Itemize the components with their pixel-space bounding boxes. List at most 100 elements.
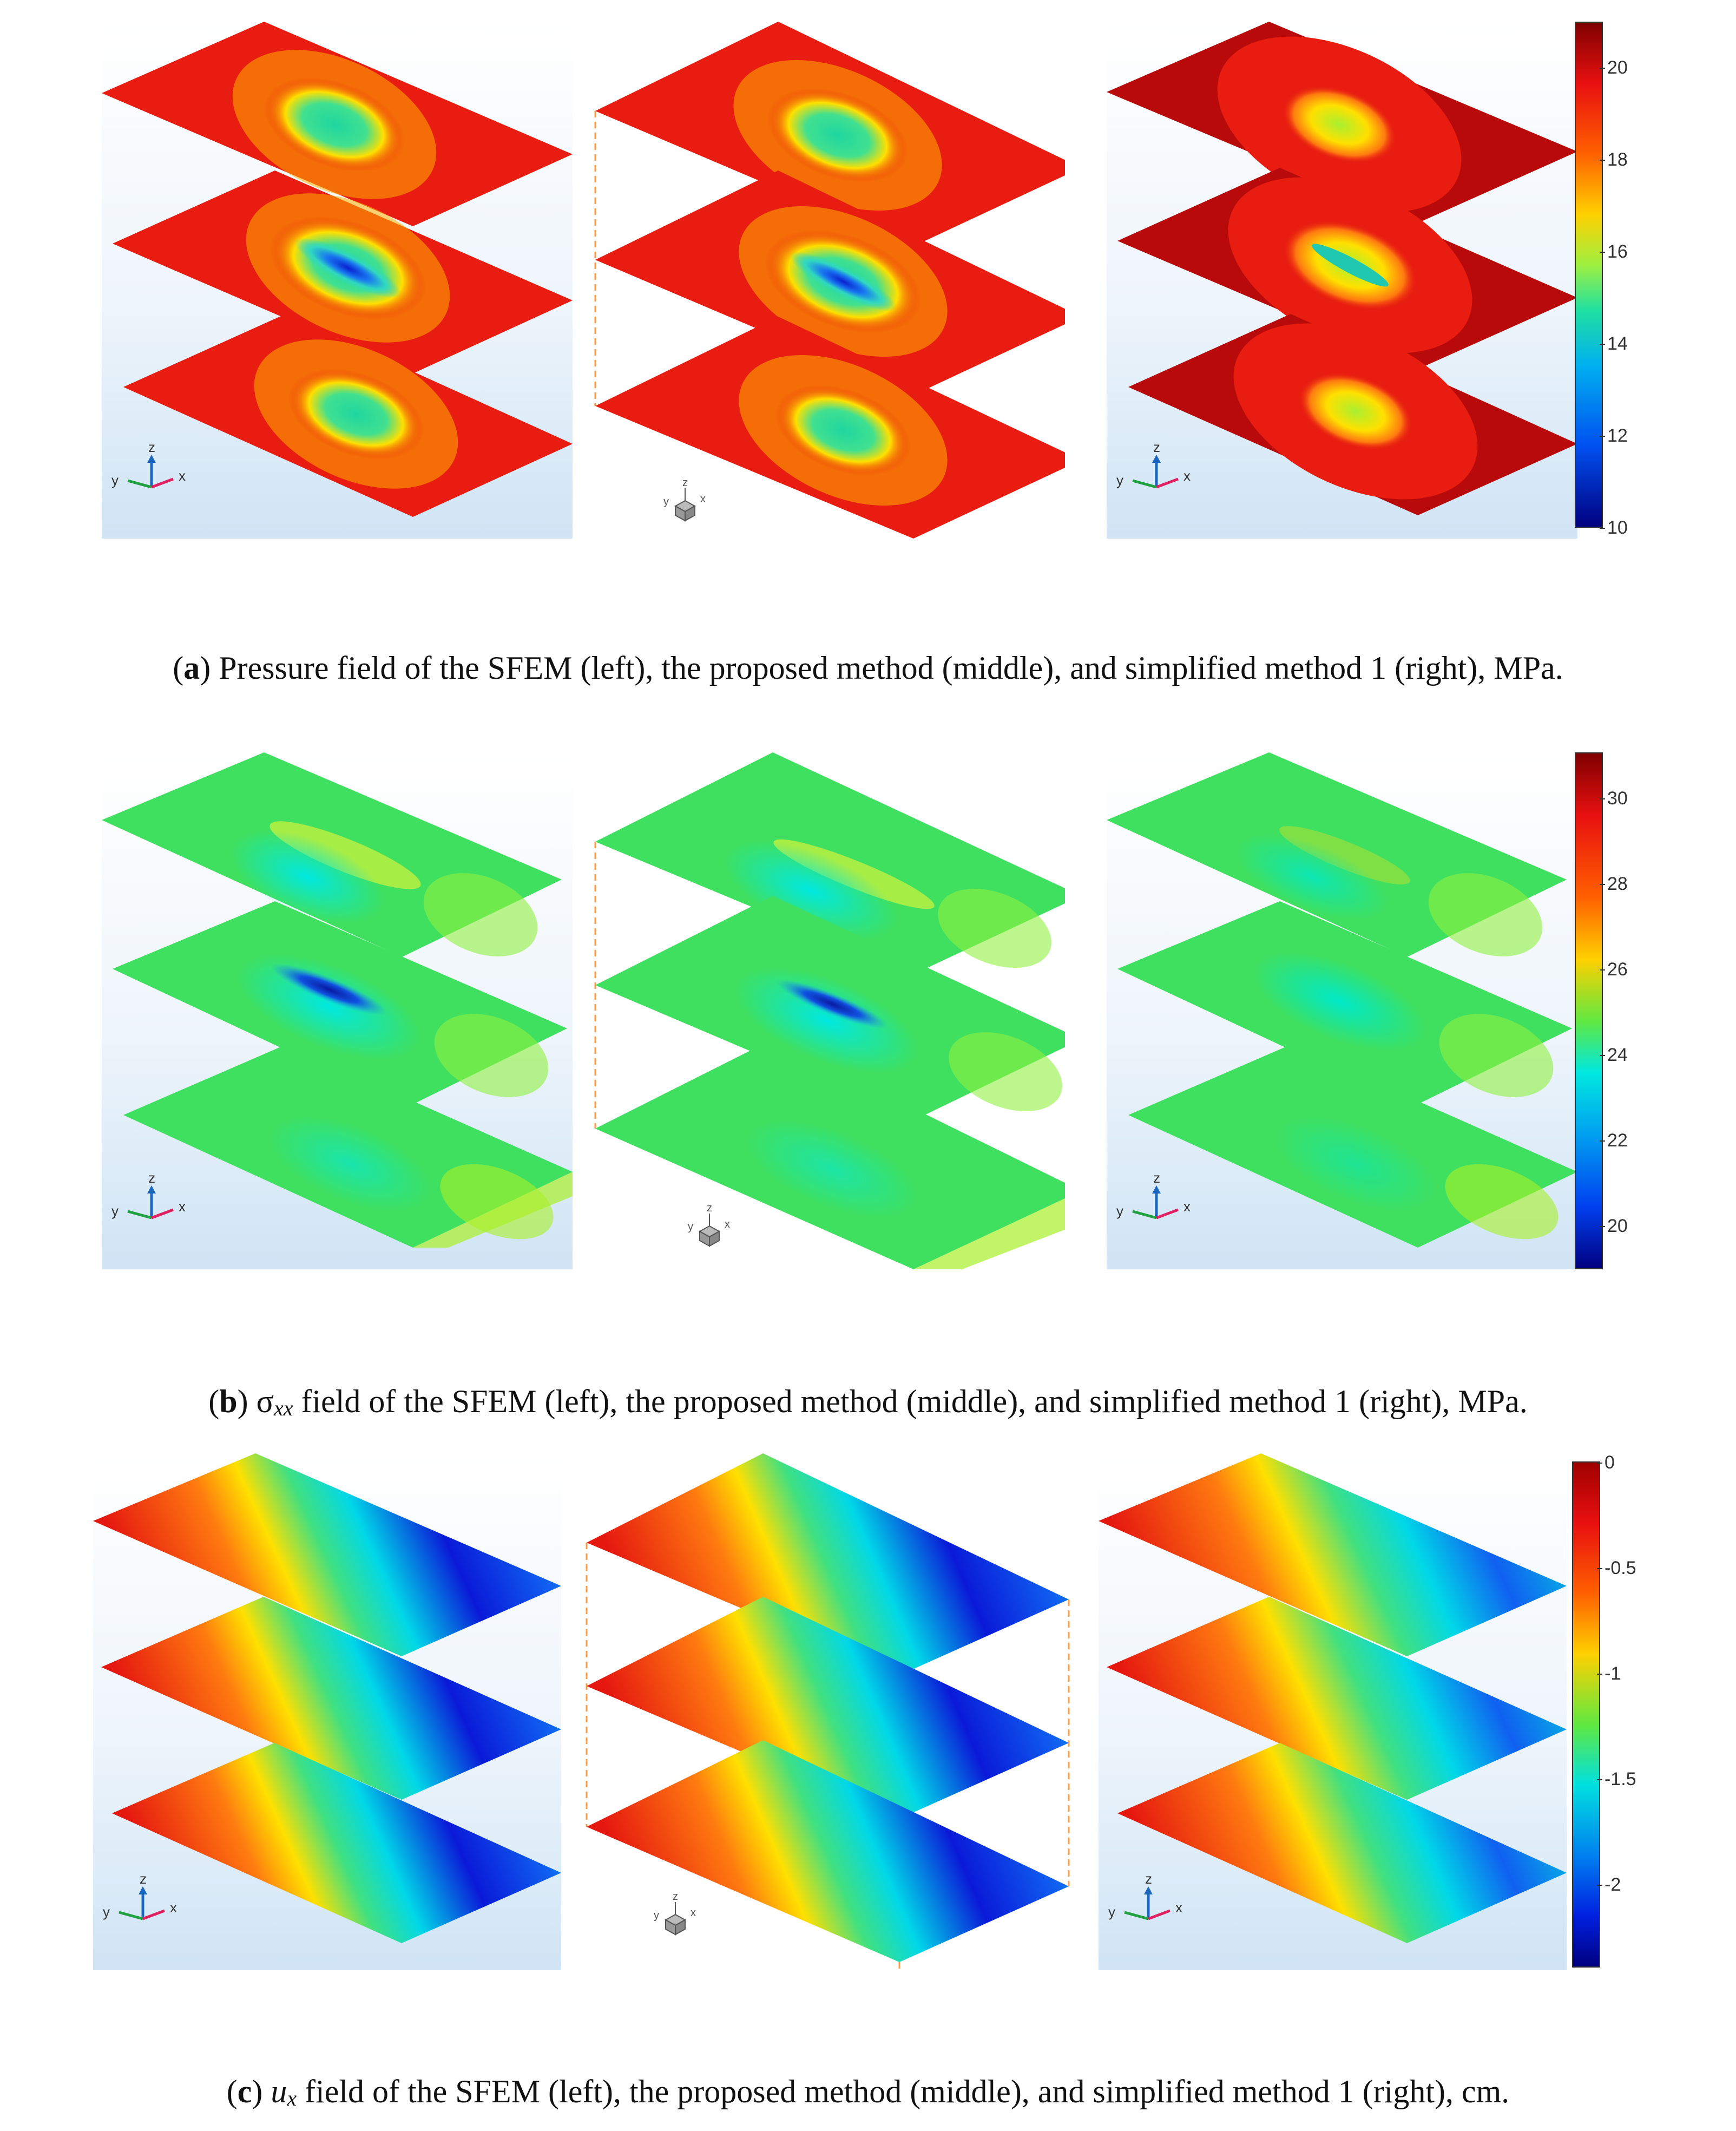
layer-top — [1099, 1453, 1567, 1656]
caption-c-sub: x — [287, 2086, 297, 2110]
axis-cube: z y x — [654, 1891, 696, 1936]
cb-c-tick: -2 — [1597, 1876, 1664, 1894]
axis-z-label: z — [148, 1170, 155, 1186]
axis-z-label: z — [673, 1891, 678, 1903]
layer-middle — [113, 171, 573, 373]
layer-bottom — [595, 317, 1065, 539]
axis-y-label: y — [1116, 472, 1123, 488]
axis-x-label: x — [1183, 1198, 1191, 1215]
caption-b-symbol: σ — [256, 1383, 274, 1419]
axis-cube: z y x — [663, 477, 706, 522]
axis-triad: z y x — [111, 1170, 186, 1219]
fig-a-right-panel: z y x — [1107, 22, 1577, 539]
axis-x-label: x — [1183, 468, 1191, 484]
axis-triad: z y x — [111, 439, 186, 489]
fig-c-right-plot: z y x — [1099, 1453, 1567, 1943]
axis-cube: z y x — [688, 1202, 730, 1247]
axis-z-label: z — [1145, 1871, 1152, 1887]
axis-x-label: x — [1175, 1899, 1182, 1916]
fig-c-right-panel: z y x — [1099, 1453, 1567, 1970]
fig-c-left-panel: z y x — [93, 1453, 561, 1970]
axis-y-label: y — [654, 1910, 659, 1922]
layer-bottom — [587, 1740, 1069, 1962]
layer-bottom — [595, 1039, 1065, 1269]
axis-z-label: z — [140, 1871, 147, 1887]
axis-z-label: z — [707, 1202, 712, 1214]
caption-a: (a) Pressure field of the SFEM (left), t… — [173, 650, 1563, 686]
layer-top — [595, 22, 1065, 246]
axis-z-label: z — [1153, 1170, 1160, 1186]
layer-bottom — [1128, 314, 1577, 515]
cb-b-tick: 28 — [1600, 875, 1667, 893]
fig-a-colorbar-ticks: 20 18 16 14 12 10 — [1575, 22, 1672, 537]
layer-top — [102, 752, 562, 957]
axis-x-label: x — [700, 493, 706, 505]
layer-middle — [1107, 1597, 1567, 1800]
axis-triad: z y x — [1108, 1871, 1182, 1920]
fig-c-middle-panel: z y x — [584, 1453, 1071, 1970]
layer-middle — [113, 901, 567, 1107]
axis-z-label: z — [682, 477, 688, 489]
layer-bottom — [1117, 1743, 1567, 1943]
fig-a-colorbar — [1575, 22, 1603, 528]
fig-b-left-plot: z y x — [102, 752, 573, 1248]
layer-bottom — [123, 314, 573, 517]
caption-b-sub: xx — [273, 1396, 293, 1420]
caption-c-symbol: u — [271, 2074, 287, 2109]
cb-a-tick: 18 — [1600, 150, 1667, 169]
axis-y-label: y — [103, 1904, 110, 1920]
axis-x-label: x — [179, 1198, 186, 1215]
fig-a-left-panel: z y x — [102, 22, 573, 539]
caption-b-text: field of the SFEM (left), the proposed m… — [293, 1383, 1528, 1419]
fig-b-colorbar-ticks: 30 28 26 24 22 20 — [1575, 752, 1672, 1269]
layer-top — [1107, 752, 1567, 957]
fig-b-right-plot: z y x — [1107, 752, 1577, 1248]
fig-b-middle-plot: z y x — [594, 752, 1065, 1269]
caption-b-letter: b — [219, 1383, 238, 1419]
fig-a-right-plot: z y x — [1107, 22, 1577, 515]
cb-a-tick: 14 — [1600, 335, 1667, 353]
fig-c-colorbar-ticks: 0 -0.5 -1 -1.5 -2 — [1572, 1453, 1669, 1968]
cb-c-tick: 0 — [1597, 1453, 1664, 1472]
caption-c: (c) ux field of the SFEM (left), the pro… — [226, 2074, 1510, 2110]
cb-a-tick: 10 — [1600, 519, 1667, 537]
cb-a-tick: 12 — [1600, 427, 1667, 445]
layer-bottom — [1128, 1045, 1577, 1248]
caption-a-text: Pressure field of the SFEM (left), the p… — [219, 650, 1563, 686]
layer-bottom — [123, 1045, 573, 1248]
axis-y-label: y — [663, 496, 669, 508]
axis-y-label: y — [111, 1203, 119, 1219]
layer-middle — [595, 171, 1065, 395]
fig-b-colorbar — [1575, 752, 1603, 1269]
axis-z-label: z — [148, 439, 155, 455]
layer-middle — [1117, 901, 1572, 1107]
fig-c-colorbar — [1572, 1461, 1600, 1968]
fig-c-middle-plot: z y x — [586, 1453, 1070, 1970]
axis-triad: z y x — [1116, 1170, 1191, 1219]
axis-x-label: x — [179, 468, 186, 484]
layer-middle — [595, 896, 1065, 1120]
caption-b: (b) σxx field of the SFEM (left), the pr… — [208, 1383, 1528, 1420]
layer-middle — [1117, 168, 1577, 369]
axis-x-label: x — [725, 1218, 730, 1230]
cb-c-tick: -1 — [1597, 1664, 1664, 1683]
layer-top — [595, 752, 1065, 974]
fig-a-middle-panel: z y x — [594, 22, 1065, 539]
layer-top — [102, 22, 573, 226]
fig-b-middle-panel: z y x — [594, 752, 1065, 1269]
axis-triad: z y x — [103, 1871, 177, 1920]
axis-x-label: x — [170, 1899, 177, 1916]
axis-y-label: y — [688, 1221, 693, 1233]
fig-a-middle-plot: z y x — [594, 22, 1065, 539]
caption-a-letter: a — [183, 650, 200, 686]
axis-y-label: y — [1116, 1203, 1123, 1219]
cb-a-tick: 16 — [1600, 242, 1667, 261]
cb-b-tick: 24 — [1600, 1046, 1667, 1064]
cb-b-tick: 22 — [1600, 1131, 1667, 1150]
fig-b-left-panel: z y x — [102, 752, 573, 1269]
layer-top — [93, 1453, 561, 1656]
cb-c-tick: -1.5 — [1597, 1770, 1664, 1788]
axis-y-label: y — [111, 472, 119, 488]
caption-c-text: field of the SFEM (left), the proposed m… — [297, 2074, 1510, 2109]
cb-c-tick: -0.5 — [1597, 1559, 1664, 1577]
